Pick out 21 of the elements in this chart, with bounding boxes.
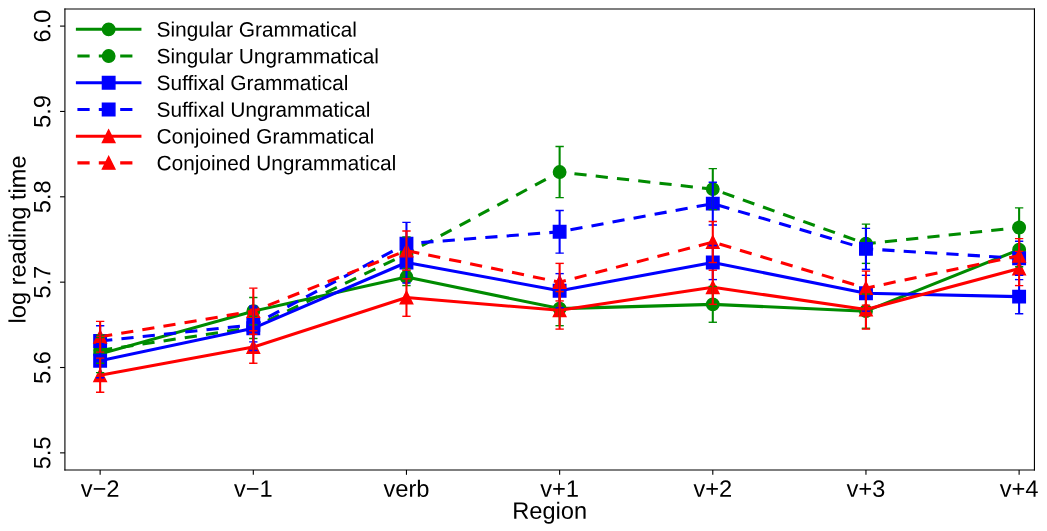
- legend-label: Suffixal Grammatical: [157, 74, 347, 91]
- y-tick-label: 5.5: [34, 437, 51, 469]
- x-tick-label: v+4: [999, 480, 1038, 497]
- x-tick-label: v−1: [234, 480, 272, 497]
- y-axis-title: log reading time: [8, 156, 31, 322]
- x-tick-label: v+2: [693, 480, 731, 497]
- y-tick-label: 6.0: [33, 10, 51, 42]
- x-axis-title: Region: [514, 501, 586, 524]
- legend-label: Conjoined Grammatical: [157, 128, 373, 148]
- x-tick-label: v+1: [540, 480, 578, 497]
- y-tick-label: 5.7: [34, 266, 51, 298]
- legend-label: Suffixal Ungrammatical: [157, 101, 370, 122]
- y-tick-label: 5.9: [33, 96, 51, 127]
- x-tick-label: verb: [383, 479, 429, 497]
- legend-label: Singular Ungrammatical: [157, 48, 378, 68]
- y-tick-label: 5.8: [33, 181, 51, 213]
- x-tick-label: v−2: [80, 480, 119, 497]
- x-tick-label: v+3: [846, 480, 885, 497]
- legend-label: Conjoined Ungrammatical: [157, 155, 395, 175]
- y-tick-label: 5.6: [33, 352, 51, 383]
- legend-label: Singular Grammatical: [157, 21, 356, 41]
